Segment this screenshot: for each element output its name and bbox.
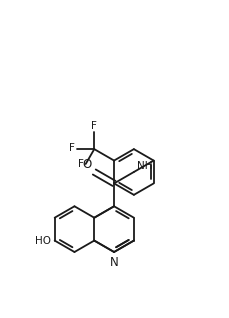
Text: NH: NH [136, 161, 152, 171]
Text: N: N [109, 256, 118, 269]
Text: F: F [91, 121, 97, 131]
Text: F: F [77, 159, 83, 169]
Text: F: F [69, 143, 75, 153]
Text: HO: HO [34, 236, 50, 245]
Text: O: O [82, 158, 91, 171]
